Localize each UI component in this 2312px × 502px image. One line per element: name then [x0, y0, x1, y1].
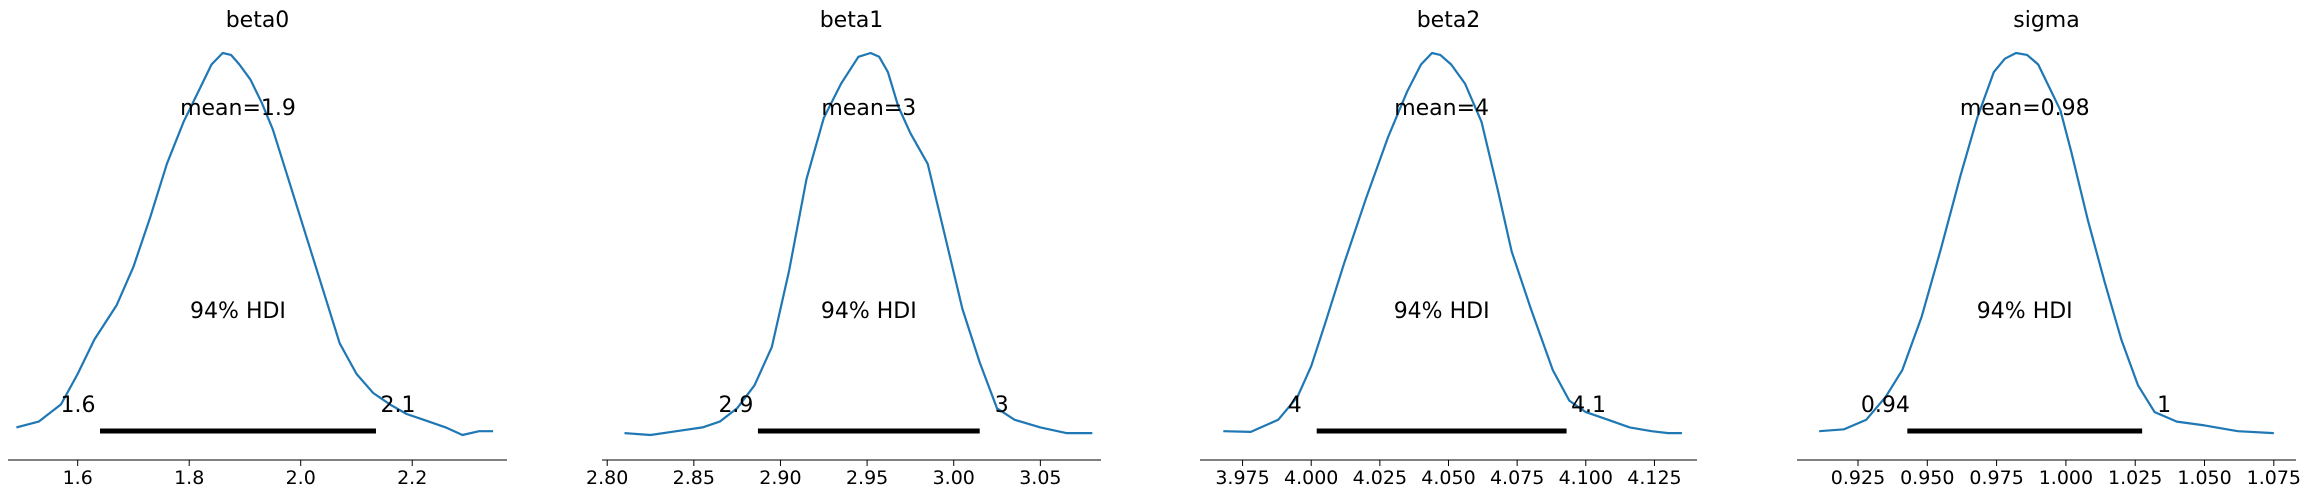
panel-beta1: beta1 mean=3 94% HDI 2.9 3 2.80 2.85 2.90 2.95 3.… [586, 8, 1101, 489]
x-tick-label: 2.95 [846, 467, 888, 489]
mean-label: mean=3 [821, 96, 916, 121]
hdi-high-label: 4.1 [1571, 393, 1606, 418]
panel-beta0: beta0 mean=1.9 94% HDI 1.6 2.1 1.6 1.8 2.0 2.2 [8, 8, 507, 489]
panel-title: beta0 [226, 8, 290, 33]
hdi-label: 94% HDI [1394, 299, 1490, 324]
hdi-label: 94% HDI [821, 299, 917, 324]
x-tick-label: 1.050 [2177, 467, 2231, 489]
hdi-low-label: 0.94 [1861, 393, 1910, 418]
x-tick-label: 0.925 [1831, 467, 1885, 489]
x-tick-label: 3.975 [1215, 467, 1269, 489]
hdi-high-label: 1 [2157, 393, 2171, 418]
density-curve [1223, 51, 1682, 435]
x-tick-label: 1.8 [174, 467, 204, 489]
hdi-high-label: 3 [995, 393, 1009, 418]
x-tick-label: 4.050 [1421, 467, 1475, 489]
x-tick-label: 2.85 [673, 467, 715, 489]
panel-title: beta1 [820, 8, 884, 33]
panel-title: sigma [2013, 8, 2079, 33]
hdi-low-label: 4 [1288, 393, 1302, 418]
x-tick-label: 0.975 [1969, 467, 2023, 489]
panel-sigma: sigma mean=0.98 94% HDI 0.94 1 0.925 0.950 0.97… [1797, 8, 2301, 489]
x-tick-label: 4.025 [1353, 467, 1407, 489]
x-tick-label: 1.075 [2247, 467, 2301, 489]
x-tick-label: 0.950 [1900, 467, 1954, 489]
panel-beta2: beta2 mean=4 94% HDI 4 4.1 3.975 4.000 4.025 4.0… [1200, 8, 1697, 489]
x-tick-label: 4.100 [1559, 467, 1613, 489]
x-tick-label: 1.025 [2108, 467, 2162, 489]
x-tick-label: 4.075 [1490, 467, 1544, 489]
hdi-label: 94% HDI [1977, 299, 2073, 324]
x-tick-label: 2.0 [286, 467, 316, 489]
hdi-high-label: 2.1 [380, 393, 415, 418]
mean-label: mean=4 [1394, 96, 1489, 121]
x-tick-label: 1.000 [2039, 467, 2093, 489]
mean-label: mean=1.9 [180, 96, 296, 121]
x-tick-label: 2.90 [759, 467, 801, 489]
mean-label: mean=0.98 [1960, 96, 2090, 121]
x-tick-label: 4.125 [1627, 467, 1681, 489]
x-tick-label: 3.00 [933, 467, 975, 489]
x-tick-label: 2.80 [586, 467, 628, 489]
density-curve [16, 51, 494, 437]
x-tick-label: 2.2 [397, 467, 427, 489]
panel-title: beta2 [1417, 8, 1481, 33]
density-curve [1819, 51, 2274, 435]
x-tick-label: 1.6 [63, 467, 93, 489]
x-tick-label: 4.000 [1284, 467, 1338, 489]
x-tick-label: 3.05 [1019, 467, 1061, 489]
hdi-low-label: 2.9 [718, 393, 753, 418]
density-curve [624, 51, 1093, 437]
hdi-label: 94% HDI [190, 299, 286, 324]
hdi-low-label: 1.6 [60, 393, 95, 418]
